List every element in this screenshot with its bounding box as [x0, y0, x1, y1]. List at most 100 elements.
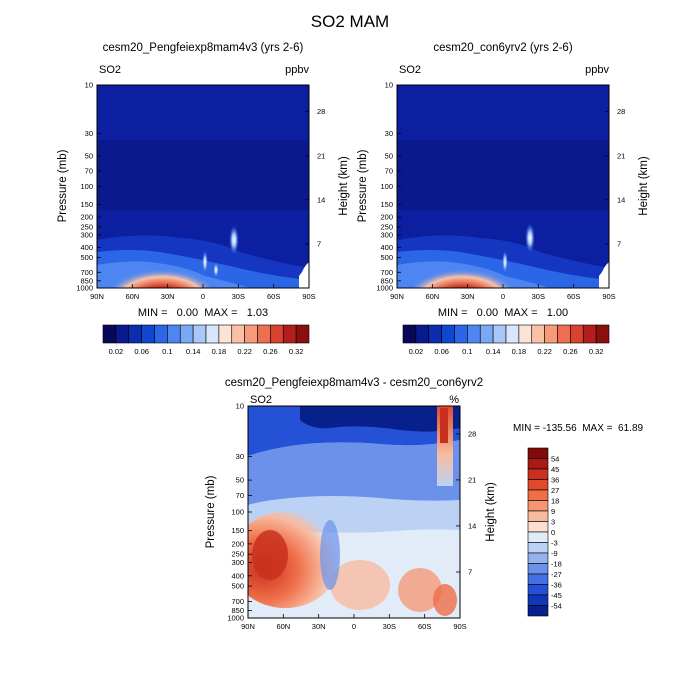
x-tick-label: 90S	[453, 622, 466, 631]
colorbar-swatch	[527, 521, 549, 533]
panel-a-title: cesm20_Pengfeiexp8mam4v3 (yrs 2-6)	[103, 42, 304, 54]
colorbar-label: -54	[551, 602, 562, 611]
y-tick-label: 500	[80, 253, 93, 262]
y2-tick-label: 14	[617, 195, 625, 204]
figure-title: SO2 MAM	[311, 12, 389, 31]
colorbar-label: -45	[551, 591, 562, 600]
panel-control: cesm20_con6yrv2 (yrs 2-6) SO2 ppbv 10 30 5…	[357, 42, 650, 356]
colorbar-swatch	[505, 324, 520, 344]
y-tick-label: 30	[385, 129, 393, 138]
y-tick-label: 500	[380, 253, 393, 262]
colorbar-swatch	[527, 594, 549, 606]
y-tick-label: 200	[80, 213, 93, 222]
panel-c-field	[248, 406, 460, 618]
colorbar-swatch	[415, 324, 430, 344]
panel-c-right-ticks: 28 21 14 7	[456, 429, 476, 576]
y2-tick-label: 7	[617, 239, 621, 248]
colorbar-swatch	[527, 500, 549, 512]
x-tick-label: 30S	[232, 292, 245, 301]
y2-tick-label: 7	[317, 239, 321, 248]
x-tick-label: 60S	[418, 622, 431, 631]
colorbar-swatch	[557, 324, 571, 344]
colorbar-swatch	[527, 531, 549, 543]
y-tick-label: 150	[231, 526, 244, 535]
colorbar-label: 0.22	[237, 347, 252, 356]
y2-tick-label: 28	[317, 107, 325, 116]
panel-c-variable: SO2	[250, 394, 272, 406]
y2-tick-label: 21	[317, 151, 325, 160]
colorbar-label: 0.1	[462, 347, 472, 356]
colorbar-swatch	[544, 324, 558, 344]
colorbar-swatch	[527, 489, 549, 501]
colorbar-swatch	[295, 324, 310, 344]
colorbar-label: 3	[551, 518, 555, 527]
colorbar-swatch	[527, 605, 549, 617]
y-tick-label: 1000	[227, 614, 244, 623]
colorbar-label: 0.32	[289, 347, 304, 356]
colorbar-swatch	[179, 324, 194, 344]
y-tick-label: 70	[385, 166, 393, 175]
x-tick-label: 30N	[161, 292, 175, 301]
y-tick-label: 1000	[76, 284, 93, 293]
colorbar-swatch	[270, 324, 284, 344]
y2-tick-label: 14	[317, 195, 325, 204]
colorbar-swatch	[527, 479, 549, 491]
y-tick-label: 150	[80, 200, 93, 209]
colorbar-label: -3	[551, 539, 558, 548]
colorbar-label: 0.06	[134, 347, 149, 356]
colorbar-label: 0.14	[186, 347, 201, 356]
colorbar-label: 0.18	[512, 347, 527, 356]
colorbar-label: 0.14	[486, 347, 501, 356]
x-tick-label: 90N	[241, 622, 255, 631]
colorbar-swatch	[492, 324, 507, 344]
panel-c-units: %	[449, 394, 459, 406]
colorbar-swatch	[527, 510, 549, 522]
panel-a-y2label: Height (km)	[338, 156, 350, 216]
colorbar-label: 0.22	[537, 347, 552, 356]
colorbar-swatch	[531, 324, 545, 344]
x-tick-label: 30N	[461, 292, 475, 301]
panel-b-field	[397, 85, 609, 288]
colorbar-swatch	[244, 324, 258, 344]
colorbar-swatch	[518, 324, 533, 344]
x-tick-label: 90N	[390, 292, 404, 301]
y-tick-label: 700	[231, 597, 244, 606]
colorbar-swatch	[141, 324, 155, 344]
y2-tick-label: 7	[468, 567, 472, 576]
x-tick-label: 0	[352, 622, 356, 631]
x-tick-label: 60S	[267, 292, 280, 301]
y-tick-label: 50	[85, 151, 93, 160]
colorbar-label: 0.26	[563, 347, 578, 356]
colorbar-swatch	[582, 324, 597, 344]
panel-a-field	[97, 85, 309, 288]
panel-c-stats: MIN = -135.56 MAX = 61.89	[513, 423, 644, 434]
panel-c-ylabel: Pressure (mb)	[205, 475, 217, 548]
x-tick-label: 90S	[602, 292, 615, 301]
colorbar-swatch	[402, 324, 417, 344]
panel-b-x-ticks: 90N 60N 30N 0 30S 60S 90S	[390, 284, 616, 301]
colorbar-swatch	[257, 324, 271, 344]
x-tick-label: 30N	[312, 622, 326, 631]
panel-b-right-ticks: 28 21 14 7	[605, 107, 625, 248]
colorbar-label: -27	[551, 570, 562, 579]
panel-a-ylabel: Pressure (mb)	[57, 149, 69, 222]
panel-b-units: ppbv	[585, 64, 609, 76]
colorbar-swatch	[467, 324, 481, 344]
colorbar-swatch	[192, 324, 207, 344]
panel-a-units: ppbv	[285, 64, 309, 76]
y-tick-label: 850	[80, 276, 93, 285]
colorbar-swatch	[527, 458, 549, 470]
panel-b-y2label: Height (km)	[638, 156, 650, 216]
panel-b-colorbar: 0.02 0.06 0.1 0.14 0.18 0.22 0.26 0.32	[402, 324, 610, 356]
colorbar-swatch	[527, 584, 549, 596]
y-tick-label: 10	[85, 81, 93, 90]
y-tick-label: 300	[380, 230, 393, 239]
y-tick-label: 30	[236, 452, 244, 461]
colorbar-swatch	[231, 324, 245, 344]
y-tick-label: 250	[231, 550, 244, 559]
y-tick-label: 250	[380, 222, 393, 231]
colorbar-label: 45	[551, 465, 559, 474]
y-tick-label: 100	[380, 182, 393, 191]
y-tick-label: 850	[231, 606, 244, 615]
y2-tick-label: 14	[468, 521, 476, 530]
